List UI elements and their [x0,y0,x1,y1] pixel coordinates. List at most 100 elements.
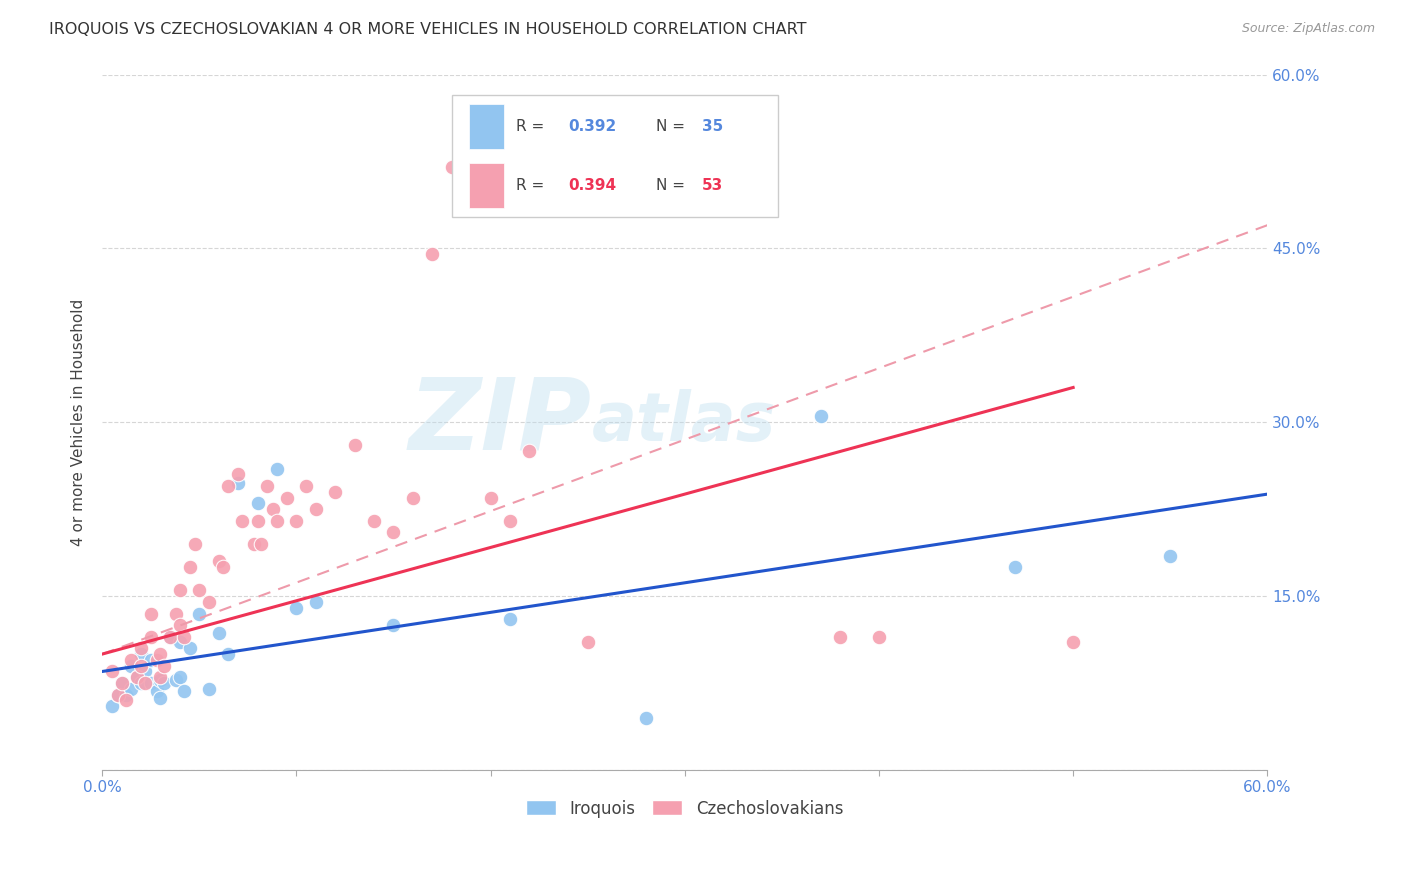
Point [169,583,191,598]
Point [634,711,657,725]
Point [184,537,207,551]
Point [134,665,156,679]
Point [111,676,134,690]
Point [217,647,239,661]
Point [188,607,211,621]
Point [382,618,405,632]
Point [208,626,231,640]
Point [231,514,253,528]
Legend: Iroquois, Czechoslovakians: Iroquois, Czechoslovakians [520,793,849,824]
Point [107,688,129,702]
Text: N =: N = [655,178,689,194]
Point [165,607,187,621]
Point [153,676,176,690]
Point [382,525,405,540]
Text: 0.392: 0.392 [568,120,616,134]
Point [211,560,233,574]
Text: R =: R = [516,120,548,134]
Point [127,670,149,684]
Point [114,693,136,707]
Point [1004,560,1026,574]
Point [129,676,152,690]
Text: ZIP: ZIP [409,374,592,471]
Point [266,461,288,475]
Point [868,630,890,644]
Point [169,670,191,684]
Bar [470,104,505,149]
Point [285,514,308,528]
Point [139,630,162,644]
Point [129,647,152,661]
Point [1159,549,1181,563]
Point [246,496,269,510]
Point [173,630,195,644]
Point [276,491,298,505]
Point [139,676,162,690]
Point [120,653,142,667]
Point [107,688,129,702]
Point [159,630,181,644]
Point [519,444,541,458]
Point [149,691,172,706]
Point [250,537,273,551]
Point [576,635,599,649]
Point [127,670,149,684]
Point [129,658,152,673]
Point [830,630,852,644]
Point [134,676,156,690]
Point [420,247,443,261]
Point [499,612,522,626]
Point [179,560,201,574]
Text: 35: 35 [702,120,724,134]
Point [145,684,167,698]
Point [111,676,134,690]
Point [165,673,187,687]
Point [149,670,172,684]
Point [169,635,191,649]
Point [145,653,167,667]
Point [499,514,522,528]
Point [440,161,463,175]
Point [169,618,191,632]
Point [262,502,284,516]
Point [226,475,249,490]
Point [198,595,221,609]
Point [153,658,176,673]
Text: 53: 53 [702,178,724,194]
Y-axis label: 4 or more Vehicles in Household: 4 or more Vehicles in Household [72,299,86,546]
Point [129,641,152,656]
Point [139,653,162,667]
Point [256,479,278,493]
Point [217,479,239,493]
Point [226,467,249,482]
Point [208,554,231,568]
Point [120,658,142,673]
Point [285,600,308,615]
Text: Source: ZipAtlas.com: Source: ZipAtlas.com [1241,22,1375,36]
Text: atlas: atlas [592,389,776,455]
Text: R =: R = [516,178,548,194]
Point [101,699,124,714]
Point [188,583,211,598]
Point [149,673,172,687]
FancyBboxPatch shape [451,95,778,217]
Point [149,647,172,661]
Point [179,641,201,656]
Point [242,537,264,551]
Point [173,684,195,698]
Point [305,502,328,516]
Point [323,484,346,499]
Bar [470,163,505,209]
Point [139,607,162,621]
Point [810,409,832,424]
Text: N =: N = [655,120,689,134]
Point [363,514,385,528]
Point [343,438,366,452]
Point [295,479,318,493]
Text: IROQUOIS VS CZECHOSLOVAKIAN 4 OR MORE VEHICLES IN HOUSEHOLD CORRELATION CHART: IROQUOIS VS CZECHOSLOVAKIAN 4 OR MORE VE… [49,22,807,37]
Point [266,514,288,528]
Point [305,595,328,609]
Point [198,681,221,696]
Point [120,681,142,696]
Point [101,665,124,679]
